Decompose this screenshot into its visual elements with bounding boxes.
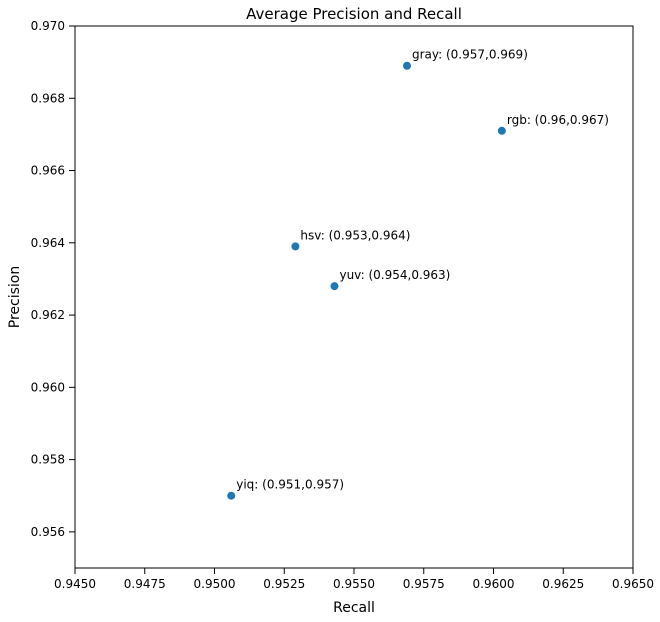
y-tick-label: 0.966 bbox=[31, 164, 65, 178]
x-tick-label: 0.9575 bbox=[403, 577, 445, 591]
point-label: rgb: (0.96,0.967) bbox=[507, 113, 609, 127]
y-axis-ticks: 0.956 0.958 0.960 0.962 0.964 0.966 0.968 0.970 bbox=[31, 19, 75, 539]
point-label: yiq: (0.951,0.957) bbox=[236, 478, 344, 492]
data-point-labels: gray: (0.957,0.969) rgb: (0.96,0.967) hsv:… bbox=[236, 48, 609, 492]
point-label: gray: (0.957,0.969) bbox=[412, 48, 528, 62]
x-tick-label: 0.9450 bbox=[54, 577, 96, 591]
y-tick-label: 0.956 bbox=[31, 525, 65, 539]
x-tick-label: 0.9550 bbox=[333, 577, 375, 591]
data-points bbox=[227, 61, 506, 500]
scatter-point bbox=[497, 126, 506, 135]
x-tick-label: 0.9475 bbox=[124, 577, 166, 591]
y-axis-label: Precision bbox=[7, 266, 23, 328]
scatter-point bbox=[330, 282, 339, 291]
y-tick-label: 0.958 bbox=[31, 453, 65, 467]
y-tick-label: 0.970 bbox=[31, 19, 65, 33]
x-axis-ticks: 0.9450 0.9475 0.9500 0.9525 0.9550 0.9575 0.96… bbox=[54, 568, 654, 591]
point-label: yuv: (0.954,0.963) bbox=[339, 268, 450, 282]
x-axis-label: Recall bbox=[333, 600, 375, 616]
scatter-point bbox=[291, 242, 300, 251]
y-tick-label: 0.962 bbox=[31, 308, 65, 322]
y-tick-label: 0.960 bbox=[31, 380, 65, 394]
scatter-point bbox=[403, 61, 412, 70]
x-tick-label: 0.9600 bbox=[473, 577, 515, 591]
plot-frame bbox=[74, 25, 634, 569]
x-tick-label: 0.9650 bbox=[612, 577, 654, 591]
x-tick-label: 0.9525 bbox=[263, 577, 305, 591]
x-tick-label: 0.9625 bbox=[542, 577, 584, 591]
point-label: hsv: (0.953,0.964) bbox=[300, 228, 410, 242]
x-tick-label: 0.9500 bbox=[194, 577, 236, 591]
y-tick-label: 0.964 bbox=[31, 236, 65, 250]
chart-title: Average Precision and Recall bbox=[246, 5, 462, 23]
scatter-point bbox=[227, 491, 236, 500]
y-tick-label: 0.968 bbox=[31, 91, 65, 105]
